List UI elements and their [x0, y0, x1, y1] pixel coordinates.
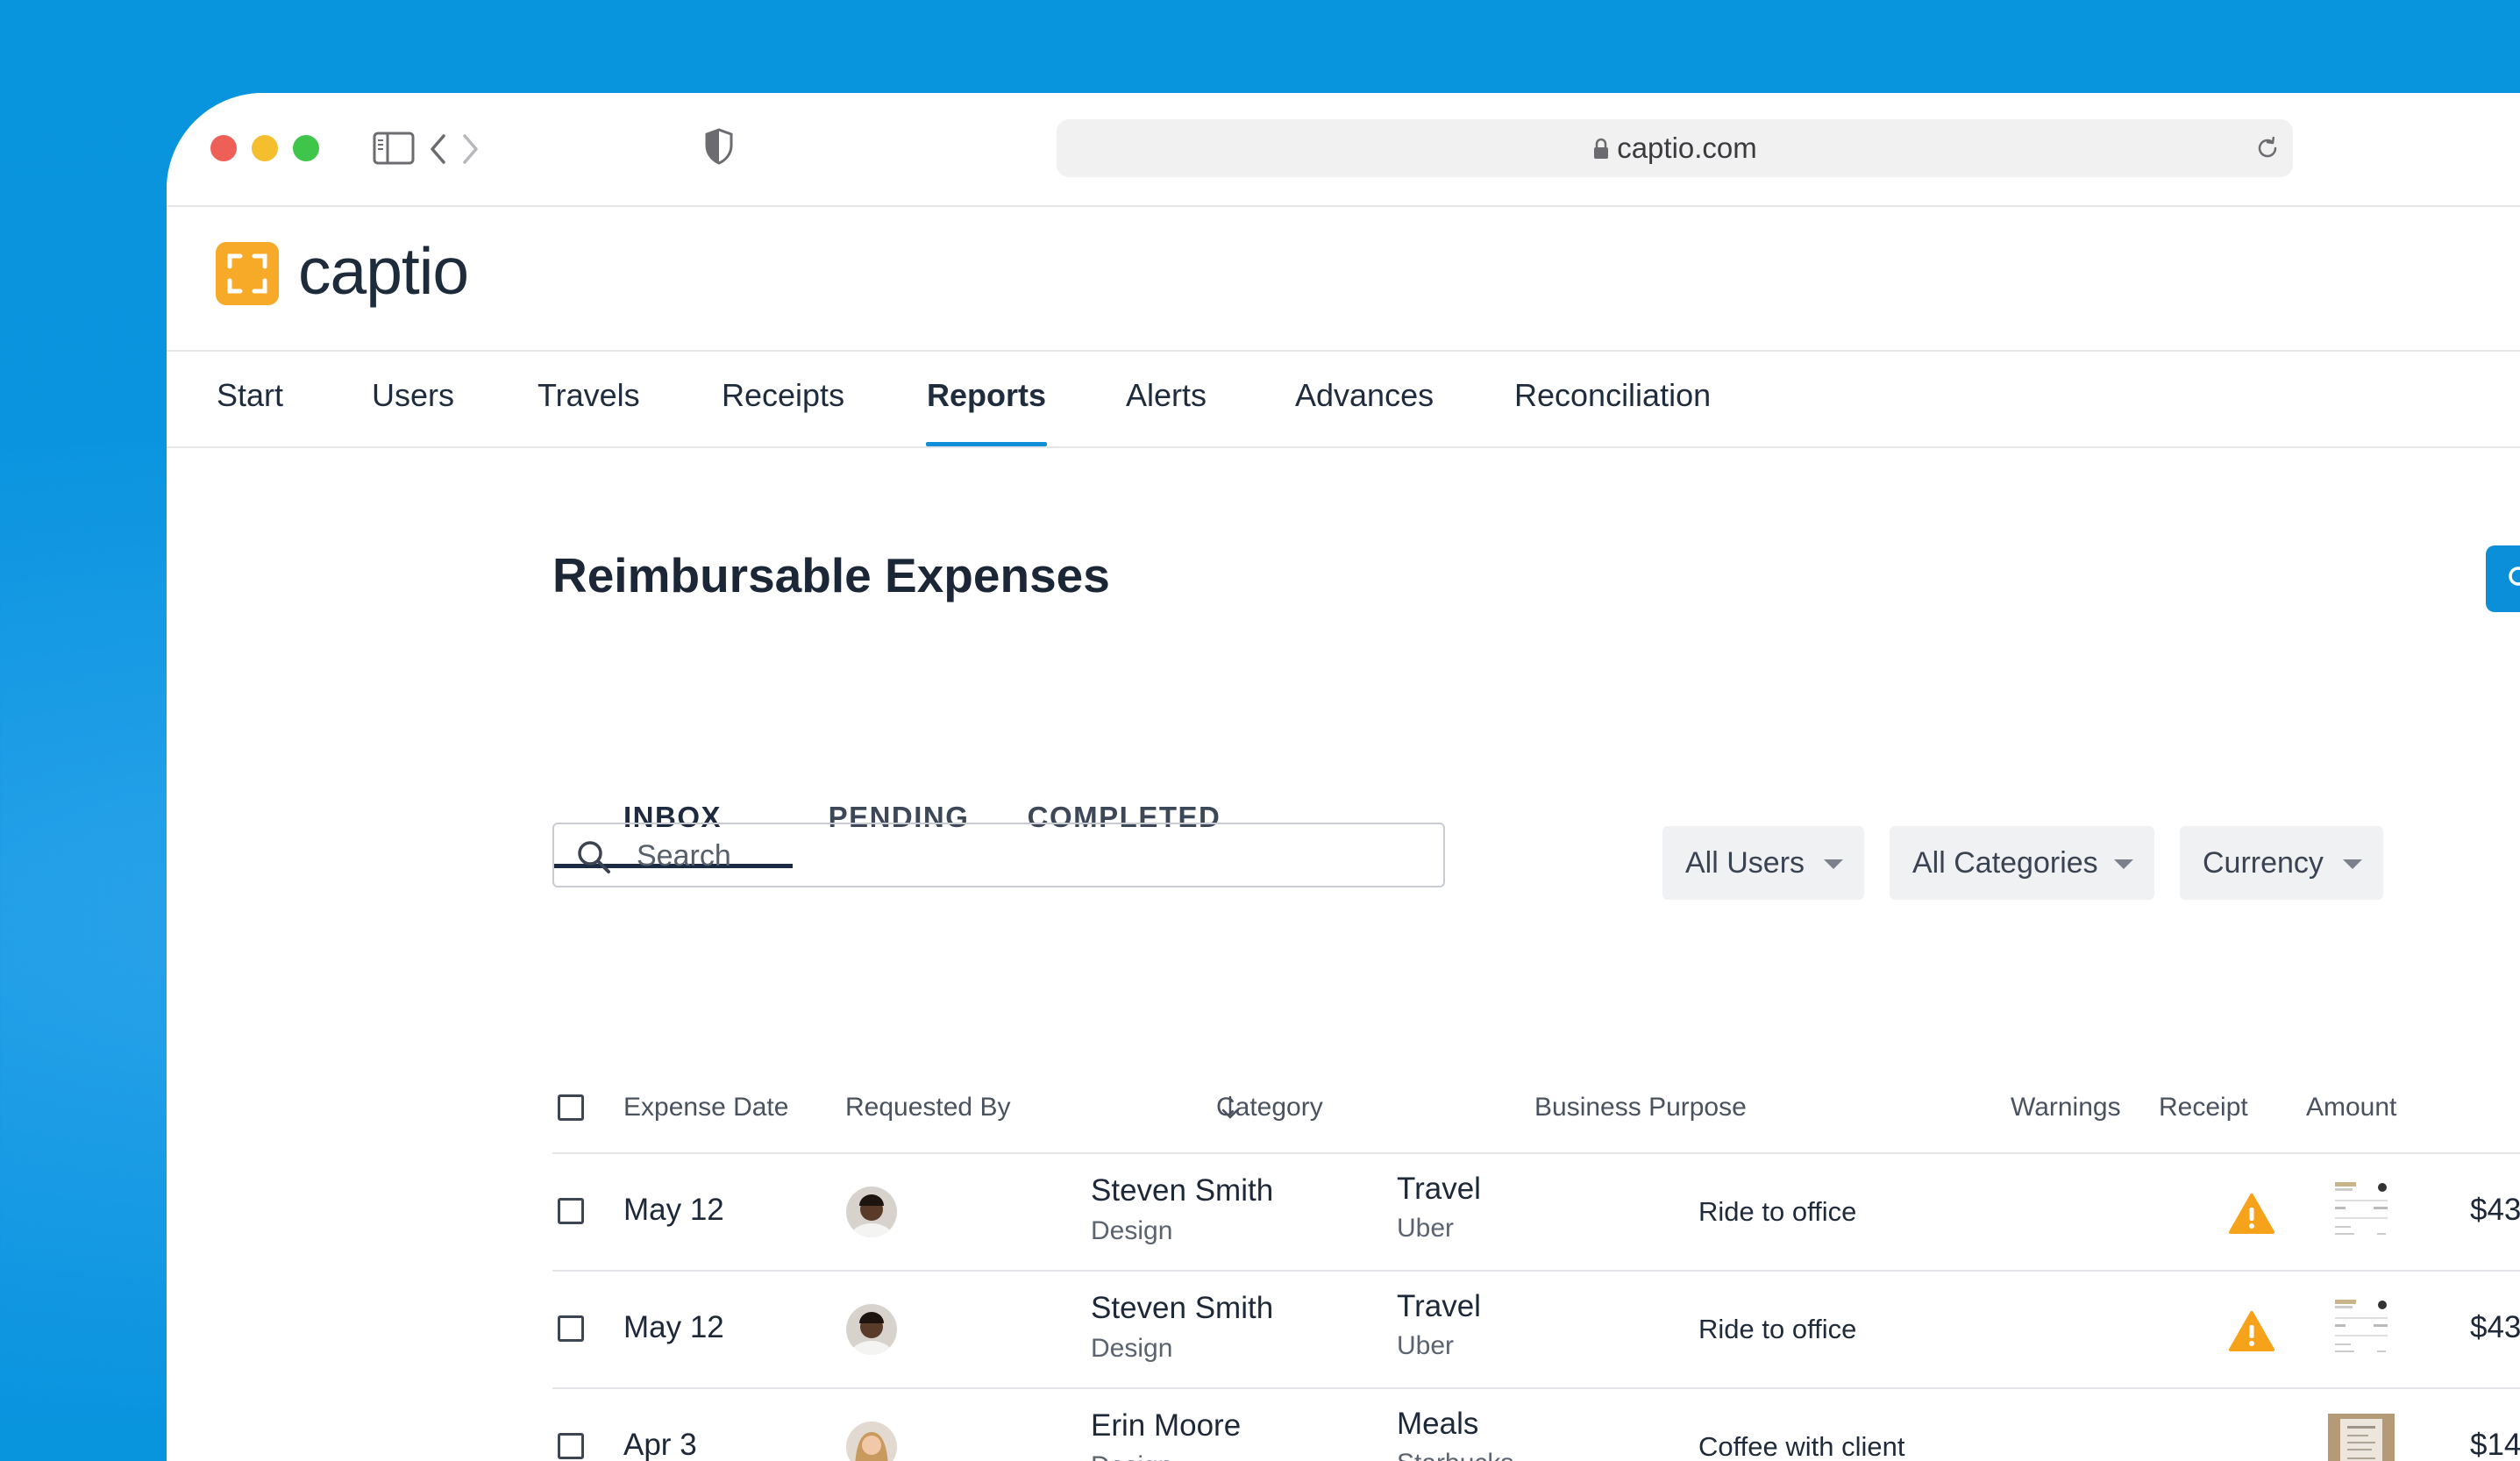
nav-item-users[interactable]: Users [372, 377, 455, 413]
search-icon [578, 841, 610, 873]
zoom-window-button[interactable] [293, 135, 319, 161]
nav-item-alerts[interactable]: Alerts [1126, 377, 1207, 413]
privacy-shield-icon[interactable] [704, 128, 734, 165]
col-category[interactable]: Category [1216, 1093, 1323, 1122]
sort-descending-icon[interactable] [1220, 1094, 1241, 1121]
receipt-thumbnail[interactable] [2328, 1179, 2395, 1245]
business-purpose: Ride to office [1698, 1314, 1857, 1344]
category-name: Travel [1397, 1289, 1481, 1323]
header-divider [167, 350, 2520, 352]
nav-item-start[interactable]: Start [217, 377, 284, 413]
col-amount[interactable]: Amount [2306, 1093, 2397, 1122]
browser-window: captio.com captio Start Users Travels Re… [167, 93, 2520, 1461]
requester-department: Design [1091, 1451, 1172, 1461]
row-checkbox[interactable] [558, 1198, 584, 1224]
expense-amount: $43.83 [2470, 1310, 2520, 1344]
col-warnings[interactable]: Warnings [2011, 1093, 2121, 1122]
table-row[interactable]: Apr 3 Erin Moore Design Meals Starbucks … [552, 1389, 2520, 1461]
search-input[interactable] [635, 824, 1410, 887]
table-row[interactable]: May 12 Steven Smith Design Travel Uber R… [552, 1272, 2520, 1389]
address-bar[interactable]: captio.com [1057, 119, 2293, 177]
lock-icon [1594, 138, 1609, 159]
back-icon[interactable] [428, 133, 449, 165]
expense-amount: $14.33 [2470, 1428, 2520, 1461]
search-icon [2509, 567, 2520, 586]
avatar [846, 1422, 897, 1461]
close-window-button[interactable] [210, 135, 237, 161]
avatar [846, 1187, 897, 1237]
expense-date: Apr 3 [623, 1428, 697, 1461]
main-nav: Start Users Travels Receipts Reports Ale… [167, 353, 2520, 448]
col-business-purpose[interactable]: Business Purpose [1534, 1093, 1747, 1122]
chevron-down-icon [1824, 859, 1843, 869]
primary-action-button[interactable] [2486, 545, 2520, 612]
category-name: Travel [1397, 1172, 1481, 1206]
avatar [846, 1304, 897, 1355]
col-requested-by[interactable]: Requested By [845, 1093, 1011, 1122]
requester-name: Steven Smith [1091, 1291, 1274, 1325]
brand-name: captio [298, 234, 469, 308]
business-purpose: Ride to office [1698, 1196, 1857, 1227]
browser-toolbar: captio.com [167, 93, 2520, 207]
requester-department: Design [1091, 1216, 1173, 1245]
col-receipt[interactable]: Receipt [2159, 1093, 2248, 1122]
nav-item-reports-label: Reports [927, 377, 1047, 413]
chevron-down-icon [2114, 859, 2133, 869]
requester-name: Erin Moore [1091, 1408, 1242, 1443]
categories-filter-label: All Categories [1912, 846, 2098, 880]
search-box [552, 823, 1445, 887]
users-filter-label: All Users [1685, 846, 1805, 880]
nav-item-travels[interactable]: Travels [537, 377, 640, 413]
warning-icon[interactable] [2228, 1310, 2275, 1352]
requester-department: Design [1091, 1334, 1173, 1363]
page-title: Reimbursable Expenses [552, 548, 1110, 602]
row-checkbox[interactable] [558, 1433, 584, 1459]
business-purpose: Coffee with client [1698, 1431, 1905, 1461]
url-label: captio.com [1617, 132, 1757, 164]
nav-item-reports[interactable]: Reports [926, 353, 1048, 446]
chevron-down-icon [2343, 859, 2362, 869]
active-nav-indicator [926, 442, 1048, 446]
currency-filter-label: Currency [2203, 846, 2324, 880]
col-expense-date[interactable]: Expense Date [623, 1093, 789, 1122]
categories-filter-dropdown[interactable]: All Categories [1890, 826, 2154, 900]
nav-item-reconciliation[interactable]: Reconciliation [1514, 377, 1712, 413]
receipt-thumbnail[interactable] [2328, 1414, 2395, 1461]
merchant-name: Uber [1397, 1214, 1455, 1243]
currency-filter-dropdown[interactable]: Currency [2180, 826, 2383, 900]
captio-logo-icon [216, 242, 279, 305]
forward-icon[interactable] [459, 133, 481, 165]
table-header: Expense Date Requested By Category Busin… [552, 1068, 2520, 1154]
sidebar-toggle-icon[interactable] [373, 132, 415, 165]
expense-date: May 12 [623, 1193, 724, 1227]
row-checkbox[interactable] [558, 1315, 584, 1342]
receipt-thumbnail[interactable] [2328, 1296, 2395, 1363]
reload-icon[interactable] [2254, 135, 2281, 161]
expense-date: May 12 [623, 1310, 724, 1344]
url-text: captio.com [1057, 119, 2293, 177]
select-all-checkbox[interactable] [558, 1094, 584, 1121]
nav-item-advances[interactable]: Advances [1295, 377, 1434, 413]
requester-name: Steven Smith [1091, 1173, 1274, 1208]
table-row[interactable]: May 12 Steven Smith Design Travel Uber R… [552, 1154, 2520, 1272]
category-name: Meals [1397, 1407, 1479, 1441]
nav-item-receipts[interactable]: Receipts [722, 377, 845, 413]
merchant-name: Uber [1397, 1331, 1455, 1360]
merchant-name: Starbucks [1397, 1449, 1513, 1461]
expense-amount: $43.83 [2470, 1193, 2520, 1227]
minimize-window-button[interactable] [252, 135, 278, 161]
users-filter-dropdown[interactable]: All Users [1662, 826, 1864, 900]
warning-icon[interactable] [2228, 1193, 2275, 1235]
